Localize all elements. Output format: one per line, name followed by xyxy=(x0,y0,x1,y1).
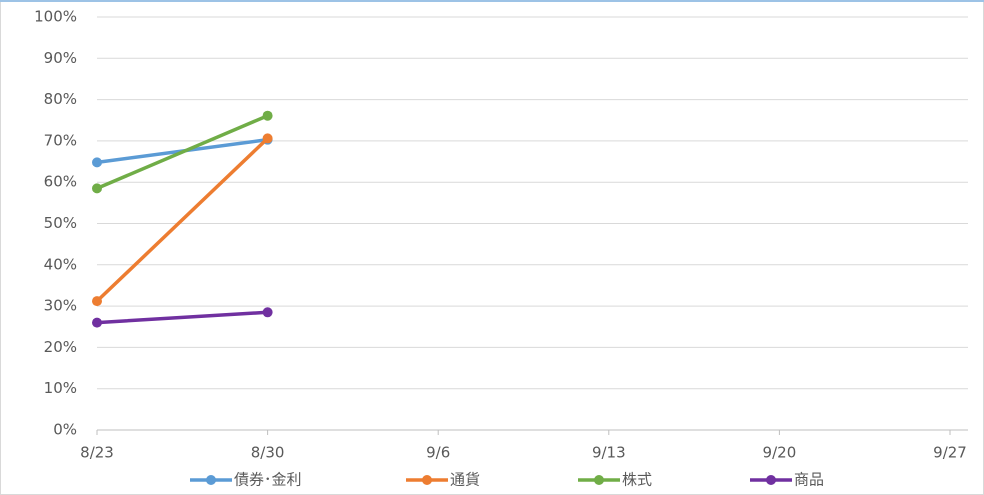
y-tick-label: 60% xyxy=(44,173,77,191)
x-tick-label: 9/13 xyxy=(592,444,626,462)
y-tick-label: 100% xyxy=(34,8,77,26)
legend-marker xyxy=(206,475,216,485)
legend-label: 株式 xyxy=(622,471,652,489)
legend-label: 通貨 xyxy=(450,471,480,489)
y-tick-label: 40% xyxy=(44,255,77,273)
legend-label: 債券･金利 xyxy=(234,471,302,489)
y-tick-label: 50% xyxy=(44,214,77,232)
data-point xyxy=(262,133,273,144)
series-line xyxy=(95,113,270,191)
x-tick-label: 9/20 xyxy=(763,444,797,462)
x-tick-label: 8/30 xyxy=(251,444,285,462)
series-line xyxy=(95,310,270,325)
data-point xyxy=(92,317,102,328)
data-point xyxy=(262,307,273,318)
y-tick-label: 0% xyxy=(53,421,77,439)
x-tick-label: 8/23 xyxy=(80,444,114,462)
legend-marker xyxy=(594,475,604,485)
y-tick-label: 30% xyxy=(44,297,77,315)
data-point xyxy=(92,183,102,194)
y-tick-label: 70% xyxy=(44,131,77,149)
data-point xyxy=(92,296,102,307)
legend-label: 商品 xyxy=(794,471,824,489)
y-tick-label: 90% xyxy=(44,49,77,67)
legend-marker xyxy=(766,475,776,485)
y-tick-label: 80% xyxy=(44,90,77,108)
y-tick-label: 10% xyxy=(44,379,77,397)
x-tick-label: 9/27 xyxy=(933,444,967,462)
series-line xyxy=(95,136,270,303)
data-point xyxy=(92,157,102,168)
y-tick-label: 20% xyxy=(44,338,77,356)
data-point xyxy=(262,110,273,121)
x-tick-label: 9/6 xyxy=(426,444,450,462)
legend-marker xyxy=(422,475,432,485)
